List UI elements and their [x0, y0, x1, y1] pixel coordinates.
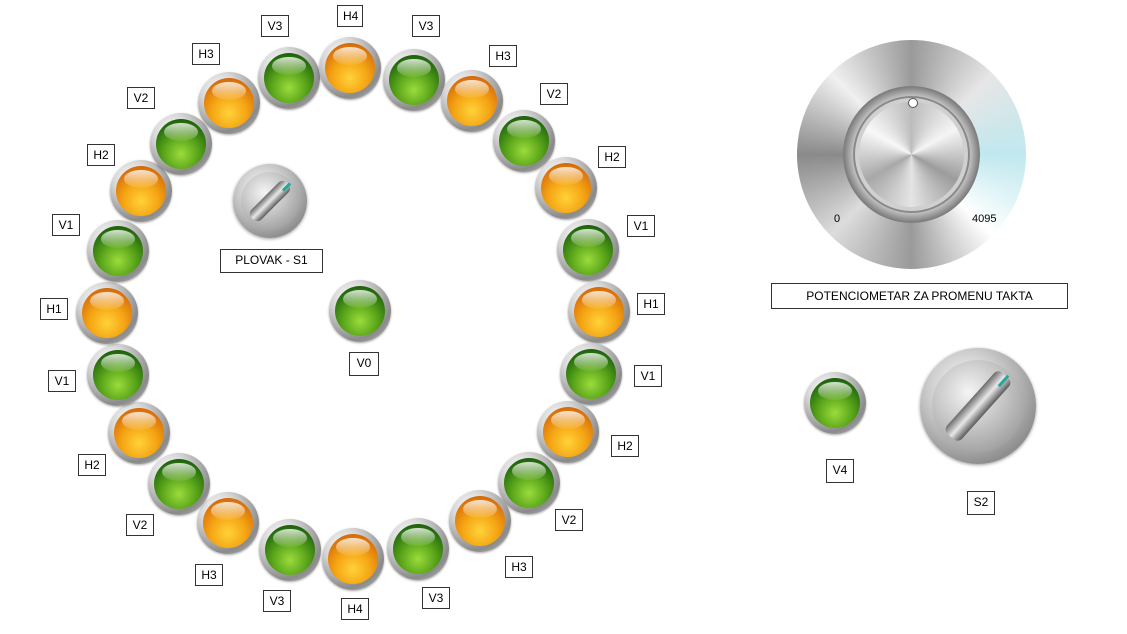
lamp-v0 [329, 280, 391, 342]
lamp-h1-left [76, 282, 138, 344]
lamp-h2-right [535, 157, 597, 219]
label-h4-bottom: H4 [341, 598, 369, 620]
lamp-h2-left-low [108, 402, 170, 464]
lamp-h3-bottom-left [197, 492, 259, 554]
label-v3-bottom-left: V3 [263, 590, 291, 612]
label-h2-left: H2 [87, 144, 115, 166]
lamp-v4 [804, 372, 866, 434]
lamp-v2-left-low [148, 453, 210, 515]
lamp-v2-right-low [498, 452, 560, 514]
label-plovak-s1: PLOVAK - S1 [220, 249, 323, 273]
lamp-v1-left [87, 220, 149, 282]
label-v3-top-left: V3 [261, 15, 289, 37]
scale-min-label: 0 [834, 213, 841, 225]
potentiometer-knob[interactable] [797, 40, 1026, 269]
label-s2: S2 [967, 491, 995, 515]
lamp-v3-top-right [383, 49, 445, 111]
lamp-v2-left [150, 113, 212, 175]
label-v2-right: V2 [540, 83, 568, 105]
label-v3-bottom-right: V3 [422, 587, 450, 609]
label-h3-bottom-right: H3 [505, 556, 533, 578]
label-h2-right-low: H2 [611, 435, 639, 457]
selector-switch-s2[interactable] [920, 348, 1036, 464]
lamp-v3-bottom-right [387, 518, 449, 580]
label-v2-right-low: V2 [555, 509, 583, 531]
selector-switch-s1[interactable] [233, 164, 307, 238]
label-v2-left: V2 [127, 87, 155, 109]
label-h2-left-low: H2 [78, 454, 106, 476]
label-v1-left: V1 [52, 214, 80, 236]
label-v1-right-low: V1 [634, 365, 662, 387]
knob-indicator-dot [908, 98, 918, 108]
scale-max-label: 4095 [972, 213, 997, 225]
label-v2-left-low: V2 [126, 514, 154, 536]
lamp-v1-right-low [560, 343, 622, 405]
label-v1-right: V1 [627, 215, 655, 237]
label-v4: V4 [826, 459, 854, 483]
label-v1-left-low: V1 [48, 370, 76, 392]
lamp-v3-top-left [258, 47, 320, 109]
label-h2-right: H2 [598, 146, 626, 168]
label-h4-top: H4 [337, 5, 363, 27]
lamp-h3-top-right [441, 70, 503, 132]
lamp-h4-top [319, 37, 381, 99]
lamp-v3-bottom-left [259, 519, 321, 581]
label-h3-top-left: H3 [192, 43, 220, 65]
label-h3-top-right: H3 [489, 45, 517, 67]
label-h1-left: H1 [40, 298, 68, 320]
label-potenciometar: POTENCIOMETAR ZA PROMENU TAKTA [771, 283, 1068, 309]
label-v0: V0 [349, 352, 379, 376]
lamp-h3-top-left [198, 72, 260, 134]
label-v3-top-right: V3 [412, 15, 440, 37]
lamp-h1-right [568, 281, 630, 343]
lamp-v1-left-low [87, 344, 149, 406]
label-h3-bottom-left: H3 [195, 564, 223, 586]
lamp-h4-bottom [322, 528, 384, 590]
lamp-v2-right [493, 110, 555, 172]
lamp-h2-right-low [537, 401, 599, 463]
lamp-v1-right [557, 219, 619, 281]
lamp-h2-left [110, 160, 172, 222]
lamp-h3-right-low [449, 490, 511, 552]
label-h1-right: H1 [637, 293, 665, 315]
